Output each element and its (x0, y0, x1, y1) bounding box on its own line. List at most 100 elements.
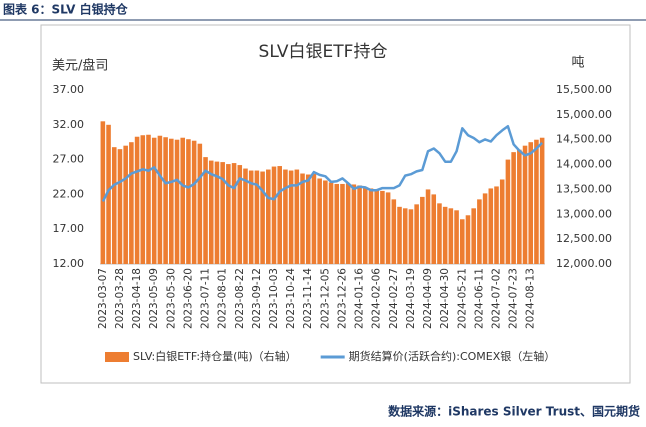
bar (340, 183, 345, 264)
y2-axis-label: 吨 (571, 56, 584, 71)
bar (539, 137, 545, 264)
x-tick-label: 2023-03-07 (97, 268, 109, 329)
x-tick-label: 2023-10-03 (268, 268, 280, 329)
bar (266, 169, 271, 264)
bar (106, 124, 111, 264)
bar (186, 139, 191, 264)
bar (117, 149, 123, 264)
bar (220, 162, 225, 264)
bar (431, 194, 437, 264)
bar (100, 121, 106, 264)
x-tick-label: 2023-10-24 (285, 268, 297, 329)
y-tick-label: 22.00 (53, 187, 85, 200)
bar (488, 188, 494, 264)
bar (425, 189, 431, 264)
x-tick-label: 2023-04-18 (131, 268, 143, 329)
bar (482, 193, 488, 264)
x-tick-label: 2024-07-23 (508, 268, 520, 329)
bar (311, 174, 317, 264)
x-tick-label: 2024-08-13 (525, 268, 537, 329)
x-tick-label: 2023-05-30 (165, 268, 177, 329)
y2-tick-label: 12,000.00 (556, 257, 612, 270)
bar (174, 139, 180, 264)
bar (471, 208, 476, 264)
bar (351, 184, 357, 264)
bar (283, 169, 288, 264)
bar (363, 187, 368, 264)
x-tick-label: 2024-01-16 (354, 268, 366, 329)
bar (328, 182, 334, 264)
bar (129, 142, 134, 264)
bar (414, 204, 419, 264)
legend-swatch (105, 352, 129, 362)
bar (197, 143, 203, 264)
chart-title: SLV白银ETF持仓 (259, 42, 388, 62)
bar (397, 206, 402, 264)
x-tick-label: 2023-06-20 (182, 268, 194, 329)
bar (271, 166, 277, 264)
bar (300, 173, 305, 264)
bar (528, 142, 534, 264)
bar (437, 203, 442, 264)
bar (420, 196, 425, 264)
bar (522, 145, 528, 264)
x-tick-label: 2024-05-21 (456, 268, 468, 329)
y2-tick-label: 13,500.00 (556, 182, 612, 195)
header: 图表 6：SLV 白银持仓 (3, 2, 129, 17)
bar (305, 174, 311, 264)
x-tick-label: 2024-02-27 (388, 268, 400, 329)
bar (380, 190, 385, 264)
y-tick-label: 12.00 (53, 257, 85, 270)
bar (357, 185, 362, 264)
legend-label: SLV:白银ETF:持仓量(吨)（右轴） (133, 349, 297, 363)
bar (374, 189, 379, 264)
bar (294, 169, 300, 264)
x-tick-label: 2023-03-28 (114, 268, 126, 329)
y-tick-label: 37.00 (53, 83, 85, 96)
bar (254, 170, 260, 264)
bar (277, 166, 282, 264)
bar (391, 199, 397, 264)
bar (334, 183, 340, 264)
bar (140, 135, 146, 264)
chart-frame (40, 24, 631, 384)
bar (494, 186, 499, 264)
bar (260, 171, 265, 264)
y2-tick-label: 15,500.00 (556, 83, 612, 96)
x-tick-label: 2024-04-30 (439, 268, 451, 329)
x-tick-label: 2023-05-09 (148, 268, 160, 329)
bar (499, 179, 505, 264)
bar (226, 164, 231, 264)
bar (203, 157, 208, 264)
bar (368, 188, 374, 264)
x-tick-label: 2024-06-11 (473, 268, 485, 329)
x-tick-label: 2023-09-12 (251, 268, 263, 329)
y-tick-label: 32.00 (53, 118, 85, 131)
x-tick-label: 2023-08-01 (217, 268, 229, 329)
bar (459, 219, 465, 264)
x-tick-label: 2024-03-19 (405, 268, 417, 329)
bar (505, 159, 511, 264)
bar (448, 208, 454, 264)
bar (465, 215, 471, 264)
bar (477, 199, 482, 264)
bar (442, 206, 448, 264)
x-tick-label: 2024-02-06 (371, 268, 383, 329)
bar (385, 192, 391, 264)
y2-tick-label: 13,000.00 (556, 207, 612, 220)
bar (111, 147, 117, 264)
bar (402, 208, 408, 264)
y2-tick-label: 15,000.00 (556, 108, 612, 121)
bar (163, 137, 168, 264)
y-tick-label: 17.00 (53, 222, 85, 235)
bar (323, 180, 328, 264)
bar (243, 168, 248, 264)
source: 数据来源：iShares Silver Trust、国元期货 (388, 404, 640, 419)
y-tick-label: 27.00 (53, 153, 85, 166)
bar (208, 160, 214, 264)
bar (237, 165, 243, 264)
x-tick-label: 2023-07-11 (200, 268, 212, 329)
x-tick-label: 2024-04-09 (422, 268, 434, 329)
